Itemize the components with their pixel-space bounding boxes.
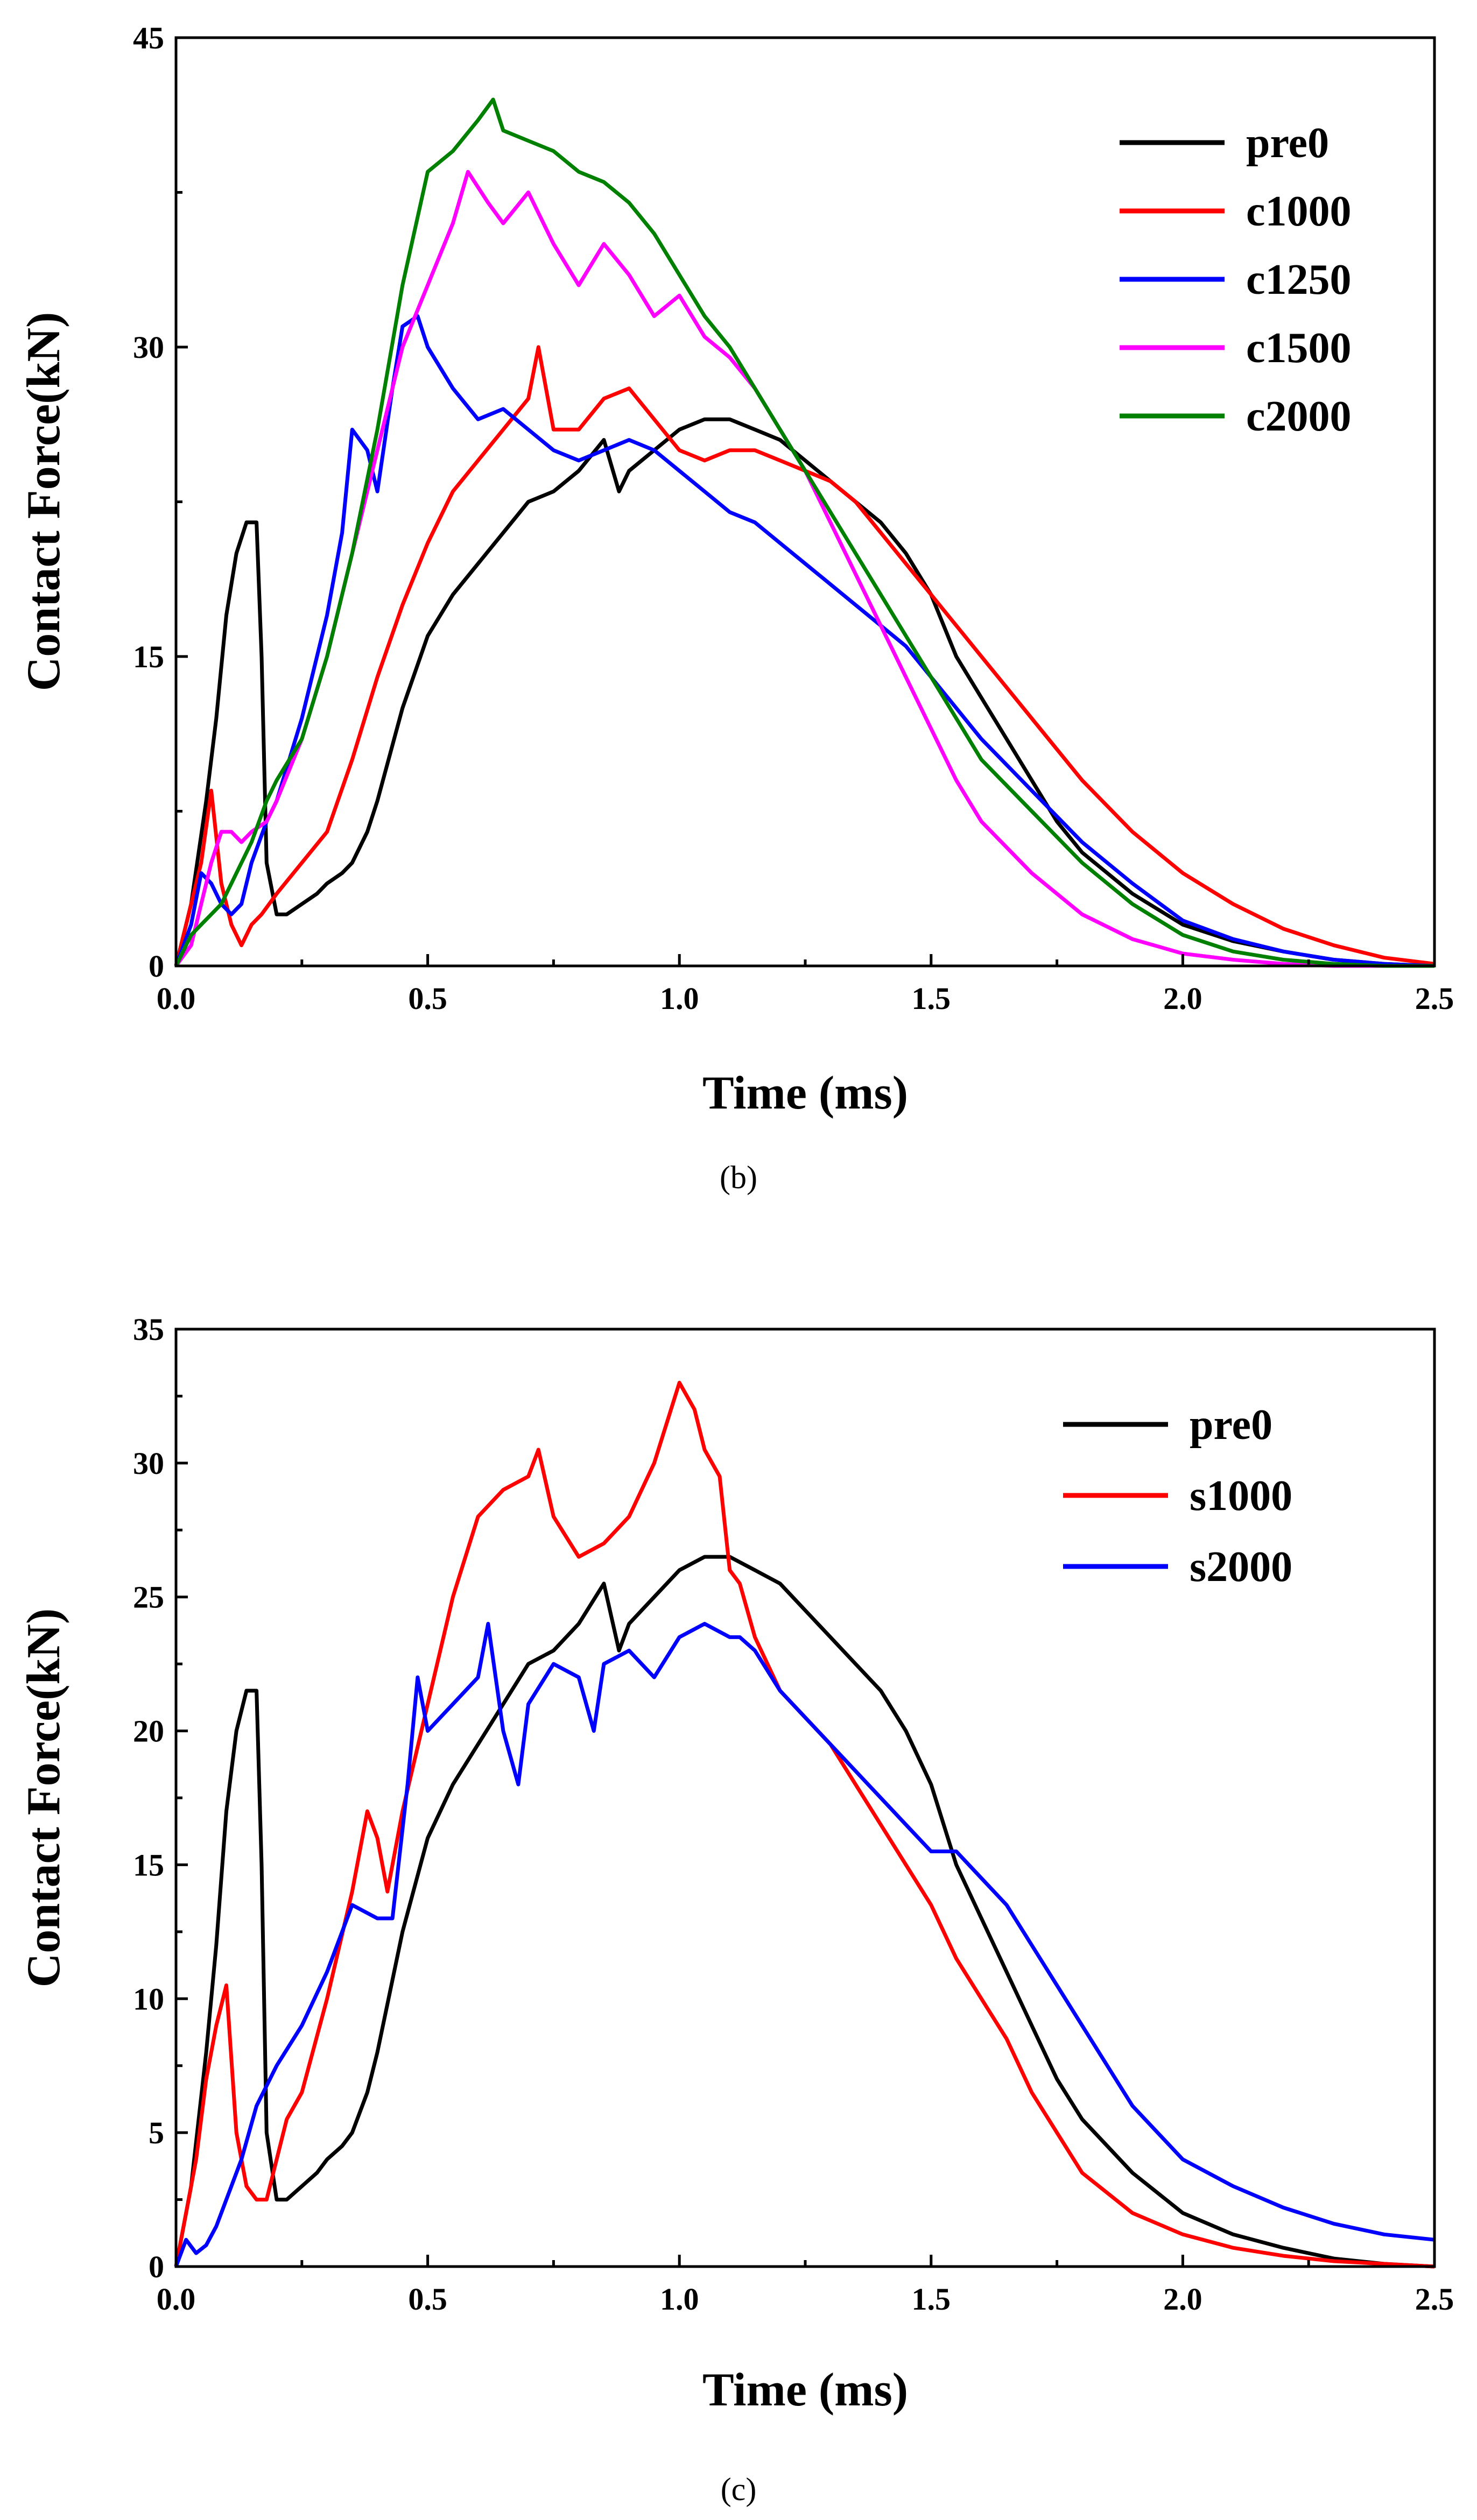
caption-b: (b): [720, 1160, 757, 1195]
y-tick-label: 10: [133, 1981, 164, 2016]
legend-label-pre0: pre0: [1190, 1401, 1272, 1449]
series-line-c1000: [174, 345, 1435, 966]
legend-label-c1500: c1500: [1246, 324, 1352, 372]
plot-frame: [174, 1328, 1436, 2268]
y-tick-label: 15: [133, 639, 164, 674]
x-axis-title: Time (ms): [702, 1067, 908, 1119]
x-tick-label: 0.5: [408, 2282, 447, 2317]
legend-label-s1000: s1000: [1190, 1472, 1292, 1520]
y-tick-label: 15: [133, 1847, 164, 1882]
x-tick-label: 2.0: [1163, 981, 1202, 1016]
legend-label-c2000: c2000: [1246, 393, 1352, 440]
x-tick-label: 1.5: [912, 2282, 951, 2317]
caption-c: (c): [721, 2472, 757, 2507]
legend-label-s2000: s2000: [1190, 1543, 1292, 1591]
series-line-s1000: [174, 1381, 1435, 2269]
legend-label-pre0: pre0: [1246, 119, 1329, 167]
x-tick-label: 1.0: [660, 2282, 699, 2317]
series-line-c2000: [174, 97, 1434, 968]
y-tick-label: 0: [149, 949, 164, 984]
chart-panel-b: 0.0 0.5 1.0 1.5 2.0 2.5 0 15 30 45 Time (ms) Contac…: [18, 20, 1454, 1119]
chart-panel-c: 0.0 0.5 1.0 1.5 2.0 2.5 0 5 10 15 20 25 30 35 Time (ms…: [18, 1312, 1454, 2416]
x-tick-label: 1.0: [660, 981, 699, 1016]
x-axis-title: Time (ms): [702, 2364, 908, 2416]
y-tick-label: 30: [133, 1446, 164, 1481]
y-axis-title: Contact Force(kN): [18, 312, 70, 691]
y-tick-label: 35: [133, 1312, 164, 1347]
x-tick-label: 2.5: [1415, 2282, 1454, 2317]
x-tick-label: 0.0: [157, 2282, 196, 2317]
x-tick-label: 0.5: [408, 981, 447, 1016]
legend-label-c1000: c1000: [1246, 188, 1352, 235]
y-tick-label: 5: [149, 2115, 164, 2150]
series-line-pre0: [174, 417, 1435, 968]
x-tick-label: 1.5: [912, 981, 951, 1016]
x-tick-label: 2.5: [1415, 981, 1454, 1016]
y-axis-title: Contact Force(kN): [18, 1608, 70, 1988]
y-tick-label: 20: [133, 1714, 164, 1749]
x-tick-label: 0.0: [157, 981, 196, 1016]
series-line-pre0: [174, 1555, 1435, 2269]
series-line-c1500: [174, 170, 1434, 968]
y-tick-label: 0: [149, 2249, 164, 2284]
x-tick-label: 2.0: [1163, 2282, 1202, 2317]
y-tick-label: 25: [133, 1580, 164, 1615]
legend-label-c1250: c1250: [1246, 256, 1352, 303]
series-line-s2000: [174, 1622, 1435, 2268]
y-tick-label: 30: [133, 330, 164, 365]
y-tick-label: 45: [133, 20, 164, 55]
